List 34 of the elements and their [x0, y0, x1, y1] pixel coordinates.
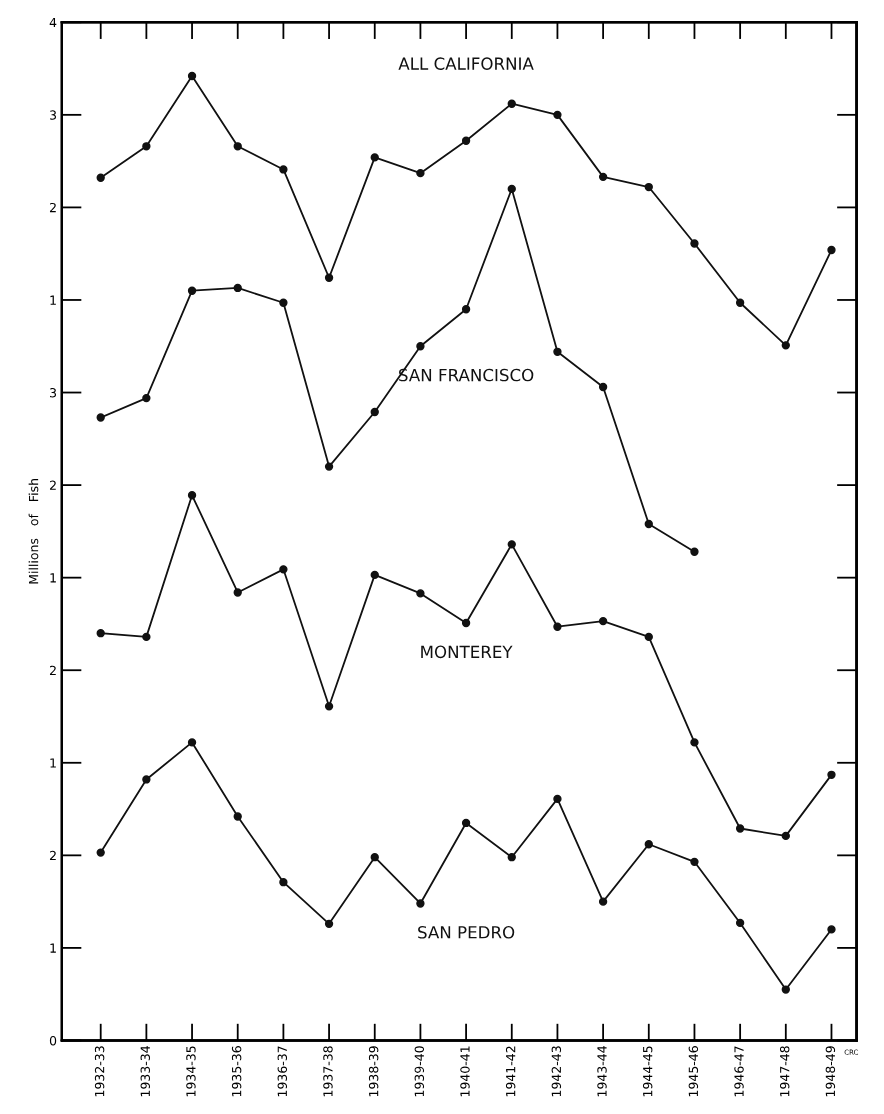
x-tick-label: 1934-35	[186, 1046, 196, 1097]
x-tick-label: 1943-44	[597, 1046, 607, 1097]
x-tick-label: 1938-39	[368, 1046, 379, 1097]
text: ALL CALIFORNIA	[398, 57, 534, 70]
x-tick-label: 1942-43	[551, 1046, 562, 1097]
y-tick-label: 1	[50, 573, 56, 583]
x-tick-label: 1939-40	[414, 1046, 425, 1097]
y-tick-label: 1	[50, 943, 56, 953]
y-tick-label: 0	[49, 1035, 57, 1046]
y-tick-label: 2	[49, 480, 56, 490]
x-tick-label: 1936-37	[277, 1046, 288, 1097]
x-tick-label: 1945-46	[688, 1046, 699, 1097]
x-tick-label: 1946-47	[734, 1046, 744, 1097]
y-tick-label: 3	[50, 110, 57, 120]
y-axis-title: Millions of Fish	[28, 479, 39, 584]
x-tick-label: 1944-45	[642, 1046, 653, 1097]
x-tick-label: 1937-38	[323, 1046, 333, 1097]
x-tick-label: 1941-42	[505, 1046, 516, 1097]
series-label: MONTEREY	[421, 645, 513, 659]
x-tick-label: 1948-49	[825, 1046, 836, 1097]
y-tick-label: 1	[50, 758, 56, 768]
x-tick-label: 1940-41	[460, 1046, 470, 1097]
y-tick-label: 2	[49, 850, 56, 861]
x-tick-label: 1933-34	[140, 1046, 150, 1097]
y-tick-label: 2	[49, 665, 56, 675]
series-label: SAN PEDRO	[418, 926, 515, 939]
y-tick-label: 2	[49, 202, 56, 213]
x-tick-label: 1932-33	[94, 1046, 105, 1097]
y-tick-label: 4	[49, 17, 57, 28]
y-tick-label: 1	[50, 295, 56, 305]
series-label: SAN FRANCISCO	[399, 368, 534, 382]
x-tick-label: 1935-36	[231, 1046, 242, 1097]
x-tick-label: 1947-48	[779, 1046, 790, 1097]
y-tick-label: 3	[50, 388, 57, 398]
